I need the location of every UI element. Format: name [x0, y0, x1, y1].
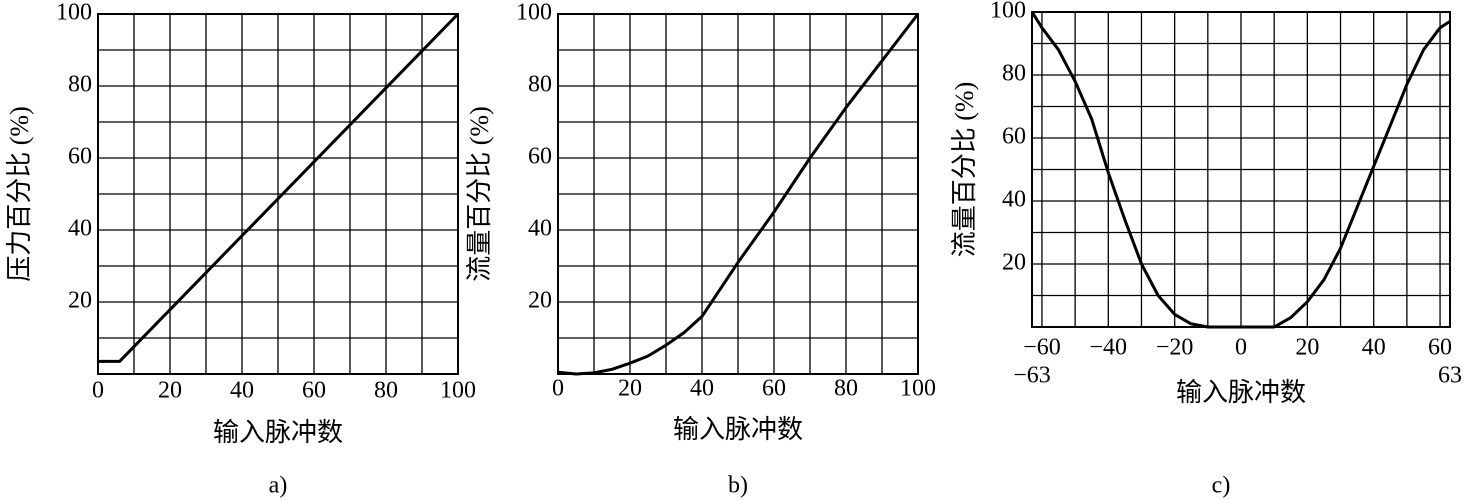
x-tick-label: 20: [158, 378, 182, 404]
subplot-label: c): [1212, 473, 1231, 499]
y-axis-label: 流量百分比 (%): [465, 106, 494, 281]
y-tick-label: 20: [1002, 250, 1026, 276]
data-line: [1030, 11, 1451, 329]
x-tick-label: 60: [1428, 335, 1452, 361]
y-axis-label: 压力百分比 (%): [5, 106, 34, 281]
x-tick-label: 20: [1295, 335, 1319, 361]
x-axis-label: 输入脉冲数: [1176, 378, 1306, 407]
y-tick-label: 40: [1002, 187, 1026, 213]
x-tick-label: 60: [302, 378, 326, 404]
x-tick-label: 100: [900, 376, 936, 402]
subplot-label: a): [269, 473, 288, 499]
subplot: 0 20 40 60 80 100 20 40 60 80 100 输入脉冲数 流量百分比 (%) b): [465, 0, 936, 499]
x-tick-label: 20: [618, 376, 642, 402]
x-tick-label: 40: [230, 378, 254, 404]
x-axis-label: 输入脉冲数: [213, 418, 343, 447]
y-tick-label: 100: [56, 0, 92, 26]
y-tick-label: 60: [1002, 124, 1026, 150]
data-line: [557, 13, 920, 376]
y-tick-label: 60: [528, 144, 552, 170]
plot-frame: [97, 13, 459, 375]
y-tick-label: 100: [516, 0, 552, 26]
y-tick-label: 80: [1002, 61, 1026, 87]
data-line: [98, 12, 460, 363]
x-tick-label: 100: [440, 378, 476, 404]
y-axis-label: 流量百分比 (%): [950, 82, 979, 257]
y-tick-label: 60: [68, 144, 92, 170]
x-tick-label: 40: [1362, 335, 1386, 361]
y-tick-label: 80: [528, 72, 552, 98]
x-tick-label: 60: [762, 376, 786, 402]
x-tick-label: −40: [1090, 335, 1128, 361]
x-tick-label: −20: [1156, 335, 1194, 361]
x-tick-label: 40: [690, 376, 714, 402]
y-tick-label: 20: [528, 288, 552, 314]
x-tick-label: 80: [834, 376, 858, 402]
y-tick-label: 40: [528, 216, 552, 242]
y-tick-label: 100: [990, 0, 1026, 24]
subplot: 0 20 40 60 80 100 20 40 60 80 100 输入脉冲数 压力百分比 (%) a): [5, 0, 476, 499]
x-tick-label: −63: [1013, 363, 1051, 389]
y-tick-label: 40: [68, 216, 92, 242]
y-tick-label: 80: [68, 72, 92, 98]
subplot: −60 −40 −20 0 20 40 60 −63 63 20 40 60 80 100 输入脉冲数 流量百…: [950, 0, 1462, 499]
x-axis-label: 输入脉冲数: [673, 415, 803, 444]
x-tick-label: 80: [374, 378, 398, 404]
x-tick-label: 63: [1438, 363, 1462, 389]
y-tick-label: 20: [68, 288, 92, 314]
subplot-label: b): [728, 473, 748, 499]
x-tick-label: −60: [1023, 335, 1061, 361]
x-tick-label: 0: [552, 376, 564, 402]
x-tick-label: 0: [1235, 335, 1247, 361]
plot-frame: [557, 13, 919, 375]
x-tick-label: 0: [92, 378, 104, 404]
